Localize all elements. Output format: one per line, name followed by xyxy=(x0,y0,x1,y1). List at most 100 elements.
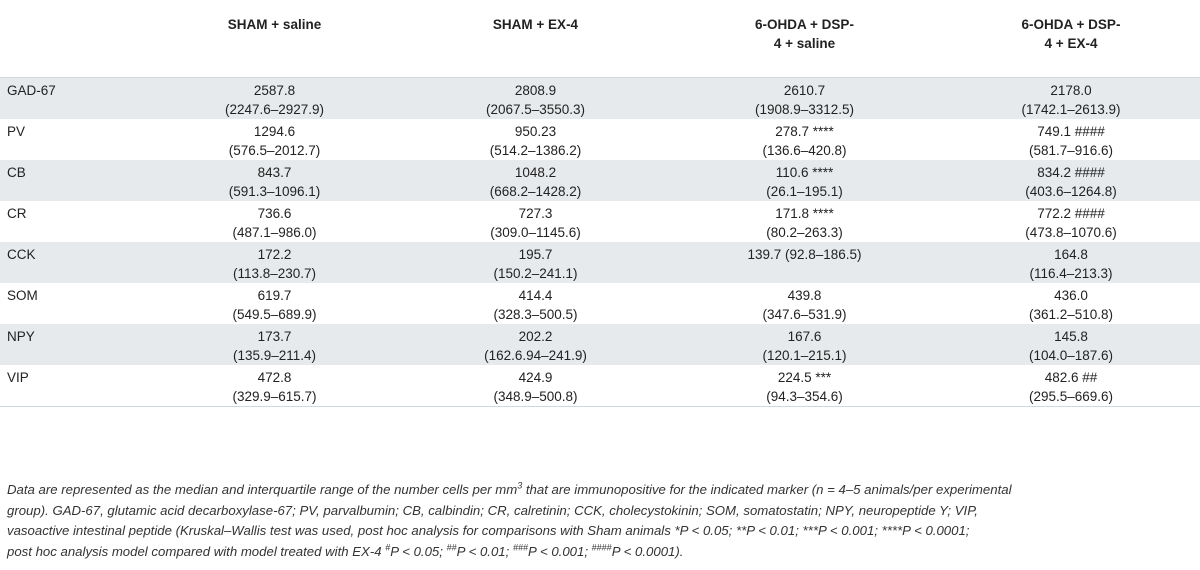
cell-median: 834.2 #### xyxy=(1037,164,1105,180)
cell-iqr: (591.3–1096.1) xyxy=(228,183,321,199)
row-label-cr: CR xyxy=(0,200,145,242)
cell-iqr: (113.8–230.7) xyxy=(232,265,317,281)
header-marker xyxy=(0,0,145,78)
cell-iqr: (329.9–615.7) xyxy=(232,388,317,404)
row-label-vip: VIP xyxy=(0,364,145,407)
cell-iqr: (80.2–263.3) xyxy=(766,224,843,240)
footnote-line-1: Data are represented as the median and i… xyxy=(7,480,1012,497)
cell-median: 727.3 xyxy=(518,205,553,221)
cell-median: 2610.7 xyxy=(783,82,826,98)
cell-median: 278.7 **** xyxy=(775,123,834,139)
cell-iqr: (514.2–1386.2) xyxy=(489,142,582,158)
footnote-line-4: post hoc analysis model compared with mo… xyxy=(7,542,684,559)
cell-iqr: (347.6–531.9) xyxy=(762,306,847,322)
cell-iqr: (576.5–2012.7) xyxy=(228,142,321,158)
cell-6ohda-saline: 224.5 *** (94.3–354.6) xyxy=(667,364,942,407)
cell-6ohda-ex4: 749.1 #### (581.7–916.6) xyxy=(942,118,1200,160)
cell-median: 436.0 xyxy=(1054,287,1088,303)
cell-6ohda-saline: 167.6 (120.1–215.1) xyxy=(667,323,942,365)
cell-6ohda-ex4: 164.8 (116.4–213.3) xyxy=(942,241,1200,283)
cell-sham-saline: 1294.6 (576.5–2012.7) xyxy=(145,118,404,160)
cell-6ohda-ex4: 834.2 #### (403.6–1264.8) xyxy=(942,159,1200,201)
header-6ohda-ex4: 6-OHDA + DSP- 4 + EX-4 xyxy=(942,0,1200,78)
table-row: SOM 619.7 (549.5–689.9) 414.4 (328.3–500.5) 4… xyxy=(0,282,1200,324)
cell-median: 202.2 xyxy=(518,328,553,344)
cell-sham-saline: 2587.8 (2247.6–2927.9) xyxy=(145,77,404,119)
table-row: VIP 472.8 (329.9–615.7) 424.9 (348.9–500.8) 2… xyxy=(0,364,1200,407)
cell-median: 424.9 xyxy=(518,369,553,385)
cell-iqr: (487.1–986.0) xyxy=(232,224,317,240)
cell-iqr: (668.2–1428.2) xyxy=(489,183,582,199)
cell-iqr: (120.1–215.1) xyxy=(762,347,847,363)
cell-iqr: (348.9–500.8) xyxy=(493,388,578,404)
cell-median: 1048.2 xyxy=(514,164,557,180)
cell-median: 749.1 #### xyxy=(1037,123,1105,139)
cell-sham-saline: 619.7 (549.5–689.9) xyxy=(145,282,404,324)
cell-sham-ex4: 424.9 (348.9–500.8) xyxy=(404,364,667,407)
cell-iqr: (2247.6–2927.9) xyxy=(224,101,325,117)
table-row: CCK 172.2 (113.8–230.7) 195.7 (150.2–241.1) 1… xyxy=(0,241,1200,283)
cell-iqr: (309.0–1145.6) xyxy=(490,224,581,240)
header-sham-saline: SHAM + saline xyxy=(145,0,404,78)
footnote-line-3: vasoactive intestinal peptide (Kruskal–W… xyxy=(7,523,970,538)
cell-6ohda-saline: 110.6 **** (26.1–195.1) xyxy=(667,159,942,201)
cell-sham-saline: 736.6 (487.1–986.0) xyxy=(145,200,404,242)
row-label-som: SOM xyxy=(0,282,145,324)
cell-median: 2178.0 xyxy=(1050,82,1092,98)
table-row: PV 1294.6 (576.5–2012.7) 950.23 (514.2–1386.… xyxy=(0,118,1200,160)
header-sham-ex4: SHAM + EX-4 xyxy=(404,0,667,78)
cell-median: 139.7 (92.8–186.5) xyxy=(747,246,862,262)
cell-iqr: (295.5–669.6) xyxy=(1028,388,1114,404)
cell-6ohda-ex4: 145.8 (104.0–187.6) xyxy=(942,323,1200,365)
table-row: NPY 173.7 (135.9–211.4) 202.2 (162.6.94–241.… xyxy=(0,323,1200,365)
cell-median: 472.8 xyxy=(257,369,292,385)
cell-median: 439.8 xyxy=(787,287,822,303)
cell-iqr: (1742.1–2613.9) xyxy=(1021,101,1121,117)
cell-sham-ex4: 202.2 (162.6.94–241.9) xyxy=(404,323,667,365)
cell-iqr: (2067.5–3550.3) xyxy=(485,101,586,117)
cell-median: 172.2 xyxy=(257,246,292,262)
cell-iqr: (136.6–420.8) xyxy=(762,142,847,158)
footnote-line-2: group). GAD-67, glutamic acid decarboxyl… xyxy=(7,502,978,518)
cell-median: 950.23 xyxy=(514,123,557,139)
cell-iqr: (135.9–211.4) xyxy=(232,347,317,363)
cell-iqr: (26.1–195.1) xyxy=(766,183,843,199)
cell-sham-ex4: 195.7 (150.2–241.1) xyxy=(404,241,667,283)
cell-iqr: (1908.9–3312.5) xyxy=(754,101,855,117)
cell-iqr: (94.3–354.6) xyxy=(766,388,843,404)
cell-median: 843.7 xyxy=(257,164,292,180)
cell-median: 1294.6 xyxy=(253,123,296,139)
cell-iqr: (116.4–213.3) xyxy=(1029,265,1113,281)
row-label-pv: PV xyxy=(0,118,145,160)
cell-sham-ex4: 414.4 (328.3–500.5) xyxy=(404,282,667,324)
cell-iqr: (473.8–1070.6) xyxy=(1025,224,1117,240)
cell-6ohda-ex4: 482.6 ## (295.5–669.6) xyxy=(942,364,1200,407)
cell-median: 224.5 *** xyxy=(777,369,832,385)
cell-median: 164.8 xyxy=(1054,246,1088,262)
row-label-gad-67: GAD-67 xyxy=(0,77,145,119)
cell-median: 110.6 **** xyxy=(775,164,834,180)
cell-6ohda-saline: 278.7 **** (136.6–420.8) xyxy=(667,118,942,160)
cell-sham-saline: 173.7 (135.9–211.4) xyxy=(145,323,404,365)
cell-median: 414.4 xyxy=(518,287,553,303)
cell-iqr: (581.7–916.6) xyxy=(1028,142,1114,158)
cell-iqr: (104.0–187.6) xyxy=(1028,347,1114,363)
cell-iqr: (150.2–241.1) xyxy=(493,265,578,281)
cell-median: 772.2 #### xyxy=(1037,205,1105,221)
cell-sham-saline: 843.7 (591.3–1096.1) xyxy=(145,159,404,201)
cell-6ohda-saline: 2610.7 (1908.9–3312.5) xyxy=(667,77,942,119)
cell-iqr: (361.2–510.8) xyxy=(1028,306,1114,322)
row-label-cck: CCK xyxy=(0,241,145,283)
cell-sham-saline: 172.2 (113.8–230.7) xyxy=(145,241,404,283)
table-row: CB 843.7 (591.3–1096.1) 1048.2 (668.2–1428.2… xyxy=(0,159,1200,201)
cell-median: 619.7 xyxy=(257,287,292,303)
cell-median: 2808.9 xyxy=(514,82,557,98)
cell-median: 173.7 xyxy=(257,328,292,344)
cell-6ohda-saline: 139.7 (92.8–186.5) xyxy=(667,241,942,283)
cell-iqr: (328.3–500.5) xyxy=(493,306,578,322)
row-label-cb: CB xyxy=(0,159,145,201)
table-body: GAD-67 2587.8 (2247.6–2927.9) 2808.9 (2067.5… xyxy=(0,77,1200,407)
cell-sham-saline: 472.8 (329.9–615.7) xyxy=(145,364,404,407)
table-row: CR 736.6 (487.1–986.0) 727.3 (309.0–1145.6) 1… xyxy=(0,200,1200,242)
